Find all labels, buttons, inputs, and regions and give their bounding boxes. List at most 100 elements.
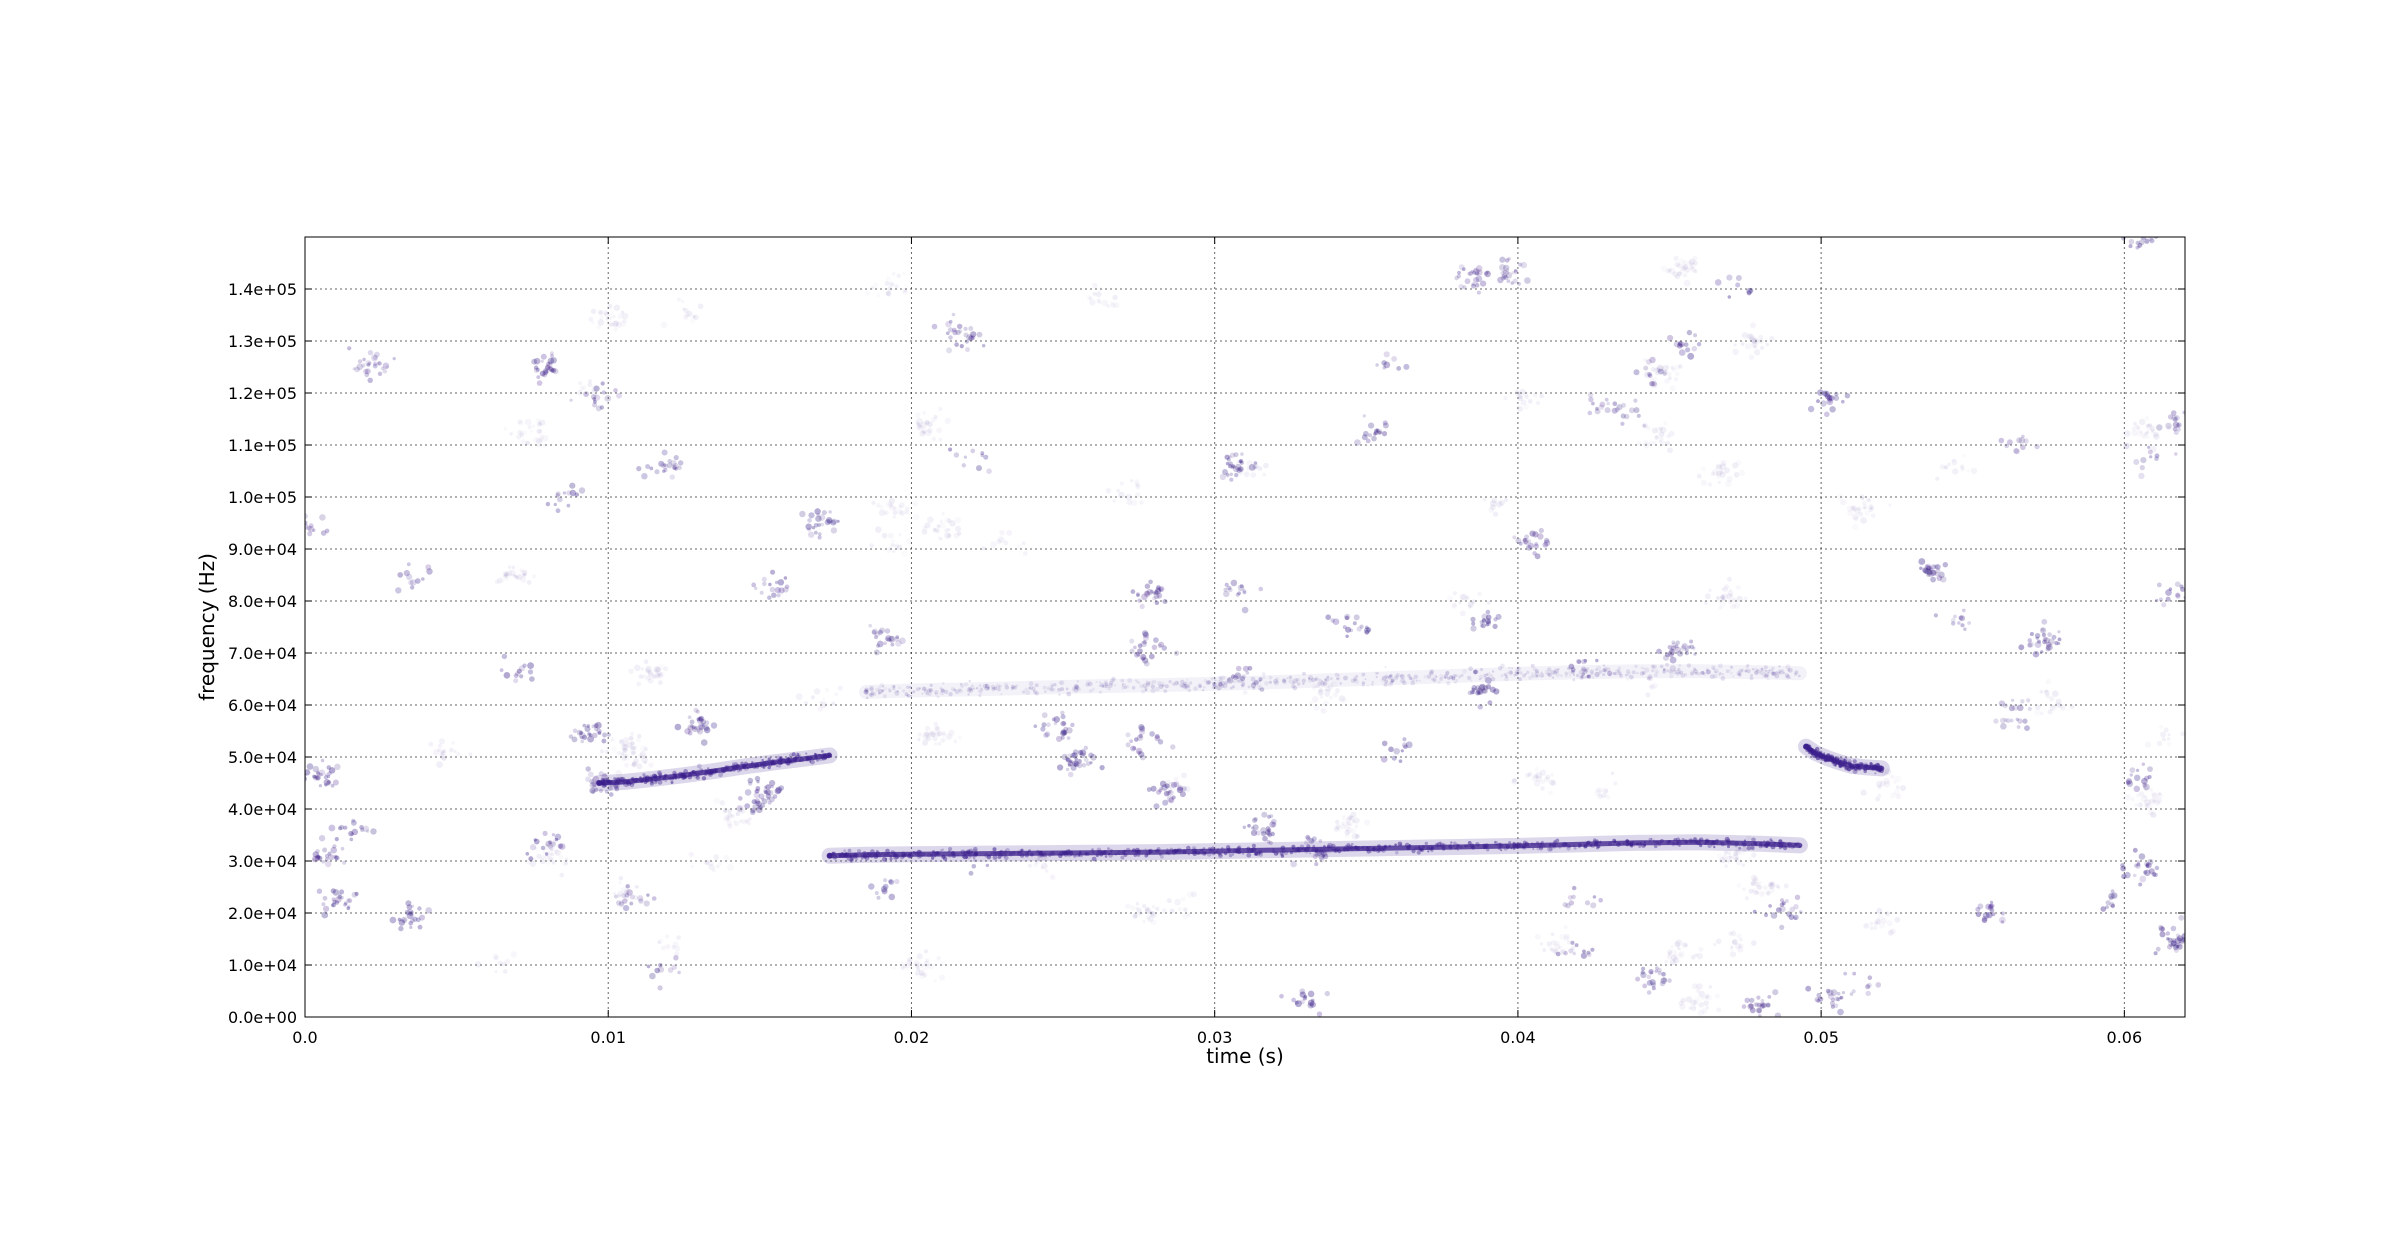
noise-point <box>881 532 888 539</box>
noise-point <box>1674 274 1680 280</box>
noise-point <box>1112 499 1116 503</box>
noise-point <box>1550 773 1554 777</box>
noise-point <box>1553 943 1561 950</box>
noise-point <box>1759 891 1765 897</box>
noise-point <box>658 680 663 685</box>
noise-point <box>924 419 930 425</box>
noise-point <box>922 733 929 741</box>
noise-point <box>905 506 910 511</box>
noise-point <box>591 385 599 393</box>
noise-point <box>2128 244 2133 249</box>
noise-point <box>1754 349 1761 356</box>
noise-point <box>738 819 743 823</box>
noise-point <box>1715 463 1722 470</box>
noise-point <box>2039 689 2044 694</box>
noise-point <box>1266 831 1272 837</box>
noise-point <box>521 570 527 576</box>
noise-point <box>2100 906 2107 912</box>
noise-point <box>2111 892 2118 899</box>
noise-point <box>1558 946 1562 950</box>
noise-point <box>1814 997 1820 1003</box>
noise-point <box>1533 543 1539 549</box>
noise-point <box>876 294 880 298</box>
noise-point <box>1144 906 1150 912</box>
noise-point <box>825 688 829 692</box>
noise-point <box>2187 932 2193 938</box>
noise-point <box>641 756 648 764</box>
noise-point <box>1841 991 1845 995</box>
noise-point <box>2150 811 2157 818</box>
noise-point <box>621 742 626 747</box>
noise-point <box>1551 940 1557 946</box>
noise-point <box>657 940 661 944</box>
noise-point <box>294 525 297 528</box>
noise-point <box>1732 854 1739 861</box>
noise-point <box>1072 749 1079 755</box>
noise-point <box>2137 242 2143 248</box>
noise-point <box>936 730 943 737</box>
noise-point <box>923 731 930 738</box>
noise-point <box>693 314 699 321</box>
noise-point <box>820 701 828 709</box>
noise-point <box>1313 705 1319 711</box>
noise-point <box>620 752 625 757</box>
noise-point <box>1718 464 1722 468</box>
noise-point <box>1730 930 1737 937</box>
noise-point <box>1517 394 1523 400</box>
noise-point <box>559 855 563 859</box>
noise-point <box>2155 797 2162 804</box>
noise-point <box>630 750 636 756</box>
noise-point <box>2046 679 2052 685</box>
noise-point <box>621 312 629 320</box>
noise-point <box>617 894 621 898</box>
noise-point <box>923 949 929 954</box>
noise-point <box>2154 799 2161 806</box>
noise-point <box>1750 880 1757 887</box>
noise-point <box>647 671 654 678</box>
noise-point <box>1592 895 1597 899</box>
noise-point <box>1471 687 1476 692</box>
noise-point <box>1248 464 1256 471</box>
noise-point <box>1667 952 1672 956</box>
noise-point <box>1874 918 1882 925</box>
noise-point <box>1677 271 1682 276</box>
noise-point <box>1723 850 1728 855</box>
noise-point <box>1170 781 1178 788</box>
noise-point <box>810 695 816 700</box>
noise-point <box>1487 700 1493 706</box>
noise-point <box>1731 597 1737 603</box>
noise-point <box>631 750 636 756</box>
noise-point <box>941 731 946 736</box>
noise-point <box>727 823 733 829</box>
noise-point <box>886 276 891 281</box>
noise-point <box>1473 669 1478 675</box>
noise-point <box>1692 983 1698 990</box>
noise-point <box>1884 911 1890 917</box>
noise-point <box>925 429 932 437</box>
noise-point <box>1482 497 1487 502</box>
noise-point <box>1535 772 1543 779</box>
noise-point <box>1517 395 1524 401</box>
noise-point <box>1158 641 1165 648</box>
noise-point <box>2152 431 2159 438</box>
noise-point <box>1779 902 1785 907</box>
noise-point <box>1765 342 1770 347</box>
noise-point <box>1734 856 1739 861</box>
noise-point <box>1894 776 1901 783</box>
noise-point <box>715 864 720 869</box>
noise-point <box>1597 793 1603 799</box>
noise-point <box>922 739 929 746</box>
noise-point <box>1752 341 1757 346</box>
noise-point <box>654 668 659 674</box>
noise-point <box>1329 695 1333 700</box>
noise-point <box>1720 459 1727 466</box>
noise-point <box>643 659 649 664</box>
noise-point <box>1453 591 1457 596</box>
noise-point <box>1671 949 1677 955</box>
noise-point <box>1485 684 1491 690</box>
noise-point <box>643 760 647 765</box>
noise-point <box>1777 885 1781 890</box>
noise-point <box>1237 468 1244 475</box>
noise-point <box>2187 931 2192 936</box>
noise-point <box>2145 416 2149 420</box>
